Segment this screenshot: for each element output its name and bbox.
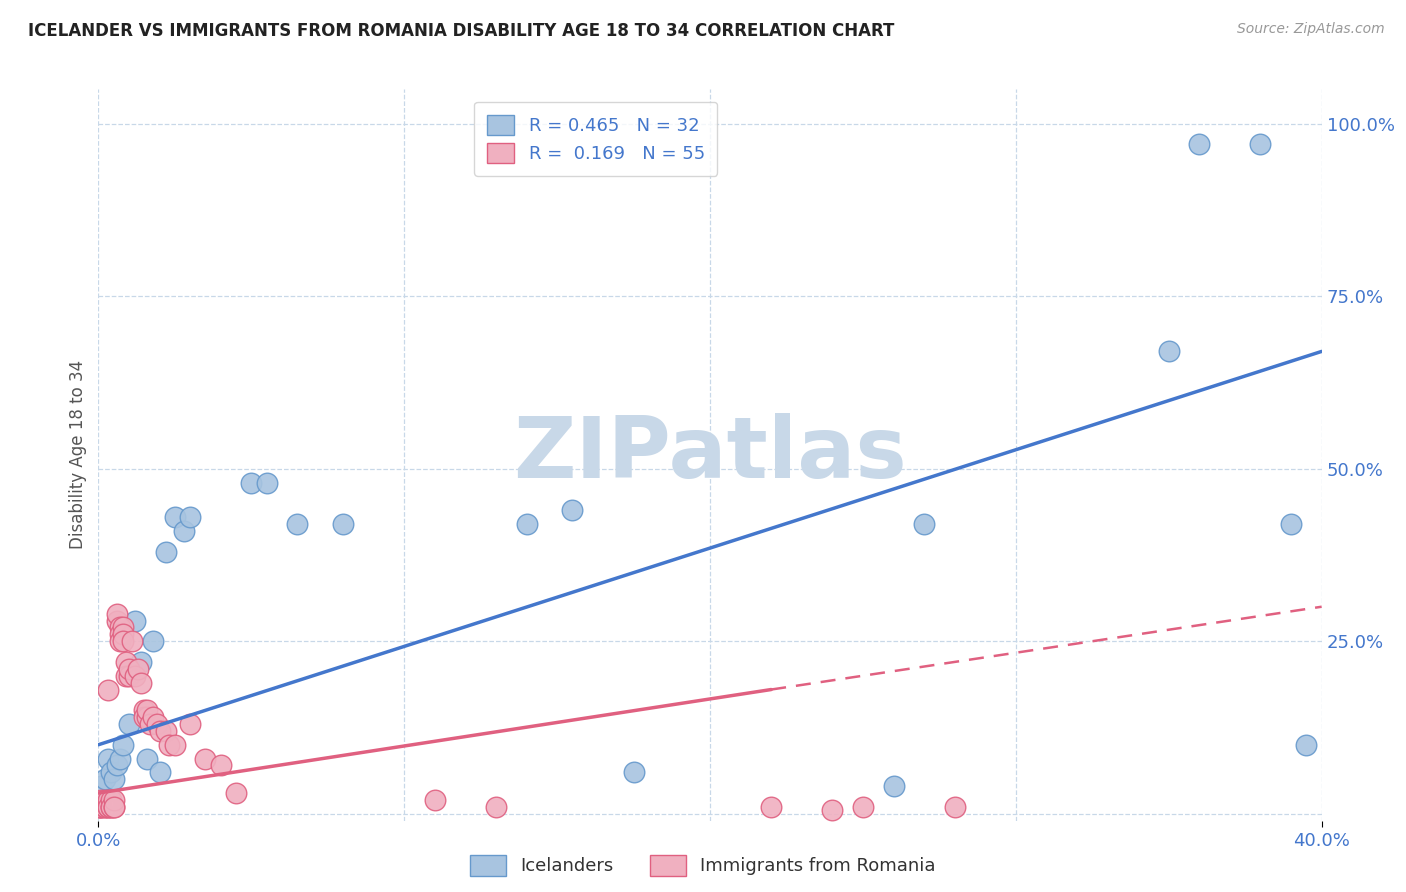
- Point: [142, 634, 165, 648]
- Point: [145, 717, 167, 731]
- Point: [209, 758, 232, 772]
- Point: [90, 800, 112, 814]
- Point: [179, 510, 201, 524]
- Point: [561, 503, 583, 517]
- Point: [89, 800, 111, 814]
- Point: [103, 772, 125, 787]
- Point: [97, 793, 120, 807]
- Point: [100, 793, 122, 807]
- Point: [485, 800, 508, 814]
- Point: [256, 475, 278, 490]
- Point: [93, 793, 115, 807]
- Point: [163, 738, 186, 752]
- Point: [111, 627, 134, 641]
- Point: [155, 723, 177, 738]
- Text: ZIPatlas: ZIPatlas: [513, 413, 907, 497]
- Point: [108, 620, 131, 634]
- Point: [179, 717, 201, 731]
- Point: [136, 710, 159, 724]
- Y-axis label: Disability Age 18 to 34: Disability Age 18 to 34: [69, 360, 87, 549]
- Point: [90, 779, 112, 793]
- Point: [157, 738, 180, 752]
- Point: [912, 516, 935, 531]
- Point: [163, 510, 186, 524]
- Point: [129, 655, 152, 669]
- Point: [115, 669, 138, 683]
- Point: [121, 634, 143, 648]
- Point: [100, 765, 122, 780]
- Point: [149, 723, 172, 738]
- Point: [97, 751, 120, 765]
- Point: [852, 800, 875, 814]
- Point: [108, 627, 131, 641]
- Point: [93, 800, 115, 814]
- Point: [93, 772, 115, 787]
- Point: [97, 800, 120, 814]
- Point: [759, 800, 782, 814]
- Point: [105, 607, 128, 621]
- Point: [97, 682, 120, 697]
- Legend: Icelanders, Immigrants from Romania: Icelanders, Immigrants from Romania: [463, 847, 943, 883]
- Point: [100, 800, 122, 814]
- Point: [943, 800, 966, 814]
- Point: [240, 475, 263, 490]
- Point: [103, 800, 125, 814]
- Point: [516, 516, 538, 531]
- Point: [105, 758, 128, 772]
- Point: [103, 793, 125, 807]
- Point: [149, 765, 172, 780]
- Point: [883, 779, 905, 793]
- Point: [139, 717, 162, 731]
- Point: [225, 786, 247, 800]
- Point: [623, 765, 645, 780]
- Point: [423, 793, 446, 807]
- Point: [1279, 516, 1302, 531]
- Point: [89, 800, 111, 814]
- Point: [1249, 137, 1271, 152]
- Point: [118, 669, 141, 683]
- Point: [124, 669, 146, 683]
- Point: [118, 662, 141, 676]
- Point: [136, 751, 159, 765]
- Point: [129, 675, 152, 690]
- Point: [173, 524, 195, 538]
- Point: [1157, 344, 1180, 359]
- Text: Source: ZipAtlas.com: Source: ZipAtlas.com: [1237, 22, 1385, 37]
- Point: [111, 738, 134, 752]
- Point: [136, 703, 159, 717]
- Point: [93, 800, 115, 814]
- Point: [105, 614, 128, 628]
- Point: [103, 800, 125, 814]
- Point: [134, 710, 156, 724]
- Point: [1188, 137, 1211, 152]
- Point: [194, 751, 217, 765]
- Point: [111, 634, 134, 648]
- Point: [124, 614, 146, 628]
- Legend: R = 0.465   N = 32, R =  0.169   N = 55: R = 0.465 N = 32, R = 0.169 N = 55: [474, 102, 717, 176]
- Point: [100, 800, 122, 814]
- Point: [90, 793, 112, 807]
- Point: [108, 634, 131, 648]
- Point: [134, 703, 156, 717]
- Point: [118, 717, 141, 731]
- Point: [332, 516, 354, 531]
- Point: [1295, 738, 1317, 752]
- Point: [97, 800, 120, 814]
- Point: [142, 710, 165, 724]
- Point: [115, 655, 138, 669]
- Text: ICELANDER VS IMMIGRANTS FROM ROMANIA DISABILITY AGE 18 TO 34 CORRELATION CHART: ICELANDER VS IMMIGRANTS FROM ROMANIA DIS…: [28, 22, 894, 40]
- Point: [821, 803, 844, 817]
- Point: [155, 544, 177, 558]
- Point: [108, 751, 131, 765]
- Point: [111, 620, 134, 634]
- Point: [127, 662, 149, 676]
- Point: [285, 516, 308, 531]
- Point: [90, 800, 112, 814]
